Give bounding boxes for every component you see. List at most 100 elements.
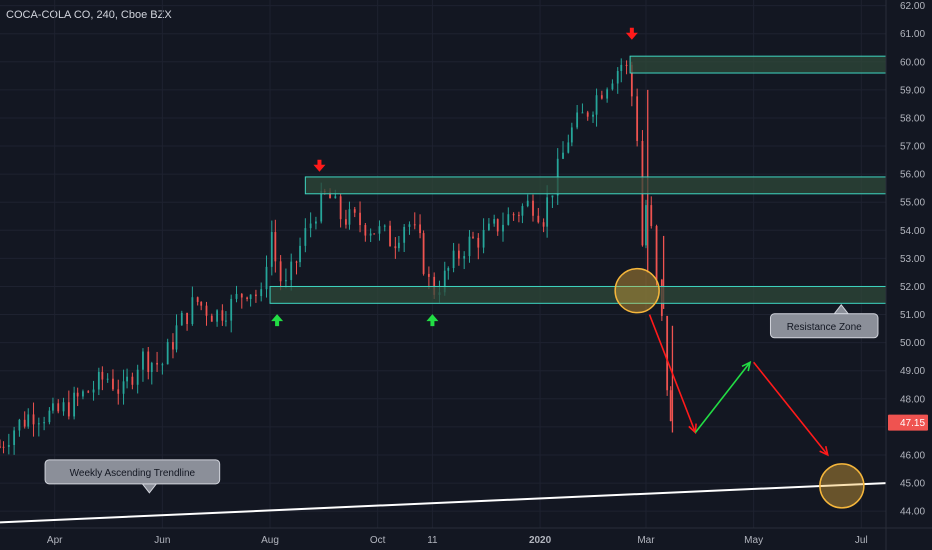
- candle-body: [112, 378, 114, 390]
- candle-body: [650, 205, 653, 227]
- candle-body: [122, 381, 125, 394]
- y-tick-label: 50.00: [900, 338, 925, 349]
- candle-body: [666, 315, 669, 391]
- candle-body: [48, 410, 51, 423]
- candle-body: [200, 301, 203, 306]
- y-tick-label: 57.00: [900, 142, 925, 153]
- callout-pointer: [141, 483, 158, 494]
- x-tick-label: Jul: [855, 535, 868, 546]
- y-tick-label: 51.00: [900, 310, 925, 321]
- candle-body: [255, 294, 257, 297]
- candle-body: [521, 206, 524, 216]
- candle-body: [369, 233, 372, 236]
- candle-body: [186, 312, 188, 325]
- candle-body: [196, 297, 199, 302]
- down-arrow-marker: [313, 159, 326, 172]
- candle-body: [567, 142, 570, 153]
- candle-body: [37, 423, 40, 425]
- candle-body: [359, 212, 361, 226]
- candle-body: [43, 422, 46, 424]
- candle-body: [142, 351, 144, 370]
- y-tick-label: 52.00: [900, 282, 925, 293]
- candle-body: [52, 403, 54, 411]
- candle-body: [216, 310, 218, 322]
- candle-body: [408, 224, 411, 227]
- trendline-callout: Weekly Ascending Trendline: [44, 459, 221, 494]
- candle-body: [274, 232, 277, 262]
- projection-arrowhead: [819, 446, 829, 457]
- projection-arrowhead: [741, 360, 752, 372]
- candle-body: [270, 232, 273, 267]
- down-arrow-marker: [625, 27, 638, 40]
- last-price-label: 47.15: [900, 418, 925, 429]
- x-tick-label: Apr: [47, 535, 63, 546]
- candle-body: [101, 371, 104, 380]
- candle-body: [592, 114, 594, 117]
- candle-body: [265, 266, 268, 290]
- candle-body: [180, 312, 183, 326]
- candle-body: [443, 270, 446, 293]
- candle-body: [403, 226, 406, 243]
- candle-body: [32, 414, 35, 425]
- candle-body: [433, 276, 436, 295]
- candle-body: [240, 293, 243, 298]
- candle-body: [161, 364, 164, 366]
- candle-body: [304, 228, 307, 246]
- callout-pointer: [833, 303, 850, 315]
- candle-body: [7, 444, 10, 447]
- candle-body: [246, 297, 248, 299]
- candle-body: [249, 294, 252, 299]
- candle-body: [537, 215, 540, 223]
- candle-body: [586, 112, 589, 117]
- candle-body: [457, 250, 460, 259]
- candle-body: [62, 402, 65, 412]
- candle-body: [309, 223, 312, 229]
- candle-body: [279, 261, 282, 282]
- candle-body: [147, 351, 150, 372]
- candle-body: [447, 268, 450, 271]
- candle-body: [600, 95, 603, 99]
- callout-box: [769, 313, 879, 339]
- candle-body: [82, 391, 84, 397]
- candle-body: [2, 446, 5, 448]
- y-tick-label: 55.00: [900, 198, 925, 209]
- y-tick-label: 48.00: [900, 394, 925, 405]
- callout-text: Resistance Zone: [787, 322, 862, 333]
- symbol-title: COCA-COLA CO, 240, Cboe BZX: [6, 9, 172, 21]
- candle-body: [210, 315, 213, 322]
- candle-body: [345, 219, 347, 225]
- up-arrow-marker-shape: [426, 314, 439, 327]
- candle-body: [397, 242, 400, 249]
- candle-body: [496, 219, 499, 232]
- candle-body: [260, 289, 263, 297]
- candle-body: [413, 224, 416, 226]
- x-tick-label: Jun: [154, 535, 170, 546]
- candle-body: [205, 305, 208, 316]
- candle-body: [76, 392, 79, 397]
- candle-body: [117, 389, 120, 394]
- up-arrow-marker-shape: [271, 314, 284, 327]
- candle-body: [630, 64, 633, 97]
- candle-body: [427, 273, 430, 277]
- candle-body: [645, 205, 647, 246]
- resistance-zone-callout: Resistance Zone: [769, 303, 879, 339]
- candle-body: [290, 261, 293, 281]
- candle-body: [625, 64, 628, 66]
- candle-body: [126, 376, 128, 382]
- candle-body: [329, 192, 331, 199]
- candle-body: [452, 250, 455, 269]
- candle-body: [106, 378, 109, 380]
- candle-body: [526, 200, 529, 207]
- y-tick-label: 61.00: [900, 29, 925, 40]
- candle-body: [150, 362, 153, 372]
- x-tick-label: 11: [427, 535, 438, 546]
- candle-body: [595, 95, 598, 115]
- candle-body: [295, 261, 298, 263]
- candle-body: [175, 325, 178, 350]
- candle-body: [570, 127, 573, 143]
- candle-body: [373, 233, 376, 235]
- weekly-trendline: [0, 482, 887, 524]
- y-tick-label: 49.00: [900, 366, 925, 377]
- candle-body: [315, 221, 317, 224]
